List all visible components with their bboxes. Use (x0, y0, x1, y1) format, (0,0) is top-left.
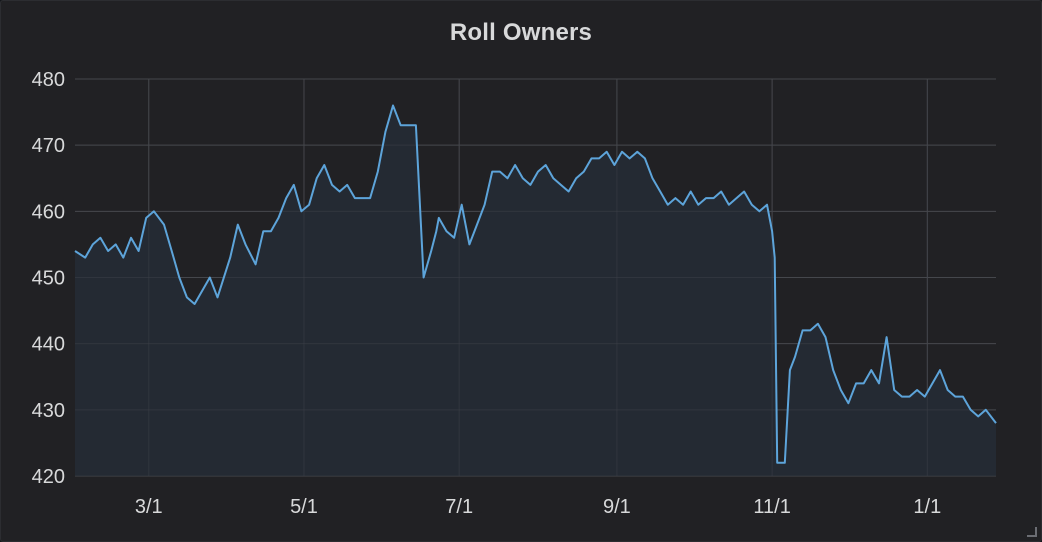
x-tick-label: 1/1 (913, 496, 941, 518)
y-tick-label: 430 (32, 400, 65, 422)
x-tick-label: 9/1 (603, 496, 631, 518)
y-tick-label: 440 (32, 334, 65, 356)
y-tick-label: 470 (32, 135, 65, 157)
y-tick-label: 480 (32, 69, 65, 91)
x-tick-label: 7/1 (445, 496, 473, 518)
series-line (74, 104, 997, 464)
resize-handle-icon[interactable] (1027, 527, 1037, 537)
x-tick-label: 5/1 (290, 496, 318, 518)
y-tick-label: 420 (32, 466, 65, 488)
y-tick-label: 450 (32, 268, 65, 290)
x-tick-label: 11/1 (753, 496, 790, 518)
x-tick-label: 3/1 (135, 496, 163, 518)
y-tick-label: 460 (32, 201, 65, 223)
panel-title[interactable]: Roll Owners (449, 19, 593, 46)
series-area-fill (75, 105, 996, 476)
